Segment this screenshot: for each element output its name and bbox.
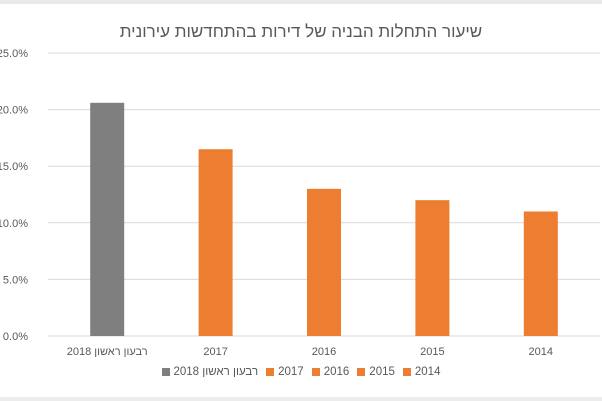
x-tick-label: 2017 (203, 346, 227, 358)
legend-label: 2017 (278, 366, 304, 378)
legend-swatch (266, 368, 275, 376)
legend-label: 2015 (369, 366, 395, 378)
y-tick-label: 10.0% (0, 218, 28, 230)
bar-1 (198, 149, 233, 336)
y-tick-label: 20.0% (0, 105, 28, 117)
chart-title: שיעור התחלות הבניה של דירות בהתחדשות עיר… (119, 22, 483, 41)
y-tick-label: 25.0% (0, 48, 28, 60)
legend-item: 2014 (402, 366, 441, 378)
legend-item: 2017 (266, 366, 304, 378)
y-tick-label: 0.0% (3, 331, 28, 343)
legend-item: 2015 (357, 366, 395, 378)
x-tick-label: רבעון ראשון 2018 (67, 346, 148, 358)
bar-4 (523, 211, 558, 336)
legend-label: 2014 (414, 366, 441, 378)
y-tick-label: 5.0% (3, 274, 28, 286)
legend-label: רבעון ראשון 2018 (173, 366, 259, 378)
legend-item: רבעון ראשון 2018 (161, 366, 259, 378)
x-axis-ticks: רבעון ראשון 2018 2017 2016 2015 2014 (67, 346, 553, 358)
x-tick-label: 2016 (312, 346, 336, 358)
y-tick-label: 15.0% (0, 161, 28, 173)
legend: רבעון ראשון 2018 2017 2016 2015 2014 (0, 366, 602, 378)
x-tick-label: 2015 (420, 346, 444, 358)
bar-0 (90, 102, 125, 336)
bar-3 (415, 200, 450, 336)
bar-2 (307, 188, 341, 336)
bars (90, 102, 558, 336)
legend-swatch (161, 368, 170, 376)
x-tick-label: 2014 (529, 346, 553, 358)
legend-swatch (402, 368, 411, 376)
legend-swatch (311, 368, 320, 376)
y-axis-ticks: 0.0% 5.0% 10.0% 15.0% 20.0% 25.0% (0, 48, 28, 343)
legend-item: 2016 (311, 366, 350, 378)
legend-label: 2016 (323, 366, 350, 378)
legend-swatch (357, 368, 366, 376)
